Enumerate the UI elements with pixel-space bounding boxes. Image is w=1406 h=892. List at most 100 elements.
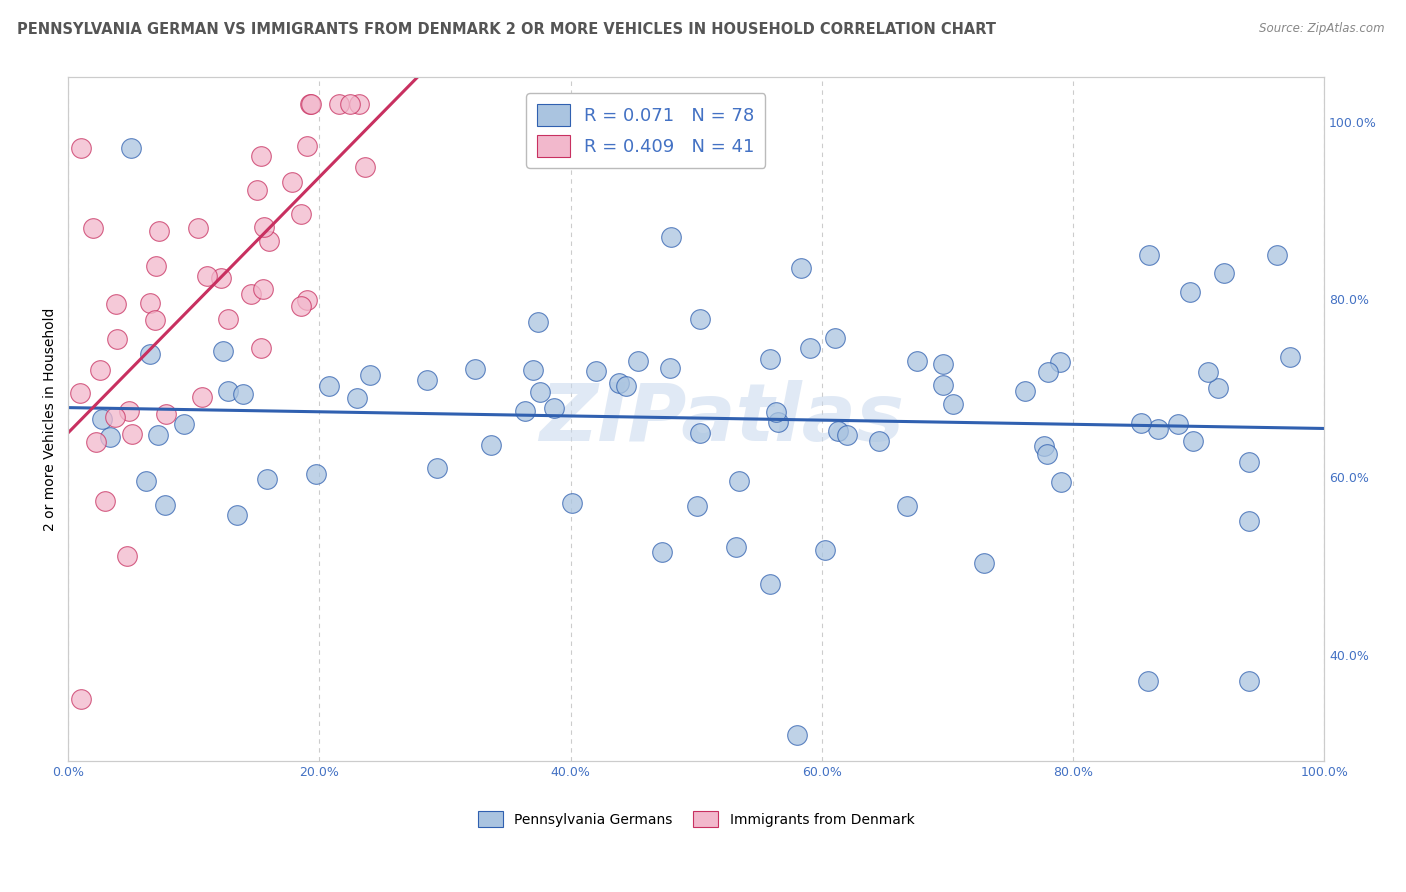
Point — [585, 364, 607, 378]
Text: Source: ZipAtlas.com: Source: ZipAtlas.com — [1260, 22, 1385, 36]
Point — [211, 344, 233, 359]
Point — [689, 312, 711, 326]
Point — [173, 417, 195, 432]
Text: ZIPatlas: ZIPatlas — [538, 380, 904, 458]
Point — [529, 385, 551, 400]
Point — [931, 378, 953, 392]
Point — [607, 376, 630, 391]
Point — [651, 545, 673, 559]
Point — [290, 207, 312, 221]
Legend: Pennsylvania Germans, Immigrants from Denmark: Pennsylvania Germans, Immigrants from De… — [472, 805, 920, 832]
Point — [226, 508, 249, 522]
Point — [135, 474, 157, 488]
Point — [786, 728, 808, 742]
Point — [616, 379, 638, 393]
Point — [209, 270, 232, 285]
Point — [104, 409, 127, 424]
Point — [527, 315, 550, 329]
Point — [98, 430, 121, 444]
Point — [1198, 366, 1220, 380]
Point — [295, 138, 318, 153]
Point — [1035, 447, 1057, 461]
Point — [686, 500, 709, 514]
Point — [138, 296, 160, 310]
Point — [299, 97, 322, 112]
Point — [318, 379, 340, 393]
Point — [297, 293, 319, 308]
Point — [1049, 475, 1071, 489]
Point — [145, 259, 167, 273]
Point — [82, 221, 104, 235]
Point — [90, 412, 112, 426]
Point — [759, 352, 782, 367]
Point — [765, 405, 787, 419]
Point — [304, 467, 326, 481]
Y-axis label: 2 or more Vehicles in Household: 2 or more Vehicles in Household — [44, 308, 58, 531]
Point — [415, 373, 437, 387]
Point — [115, 549, 138, 563]
Text: PENNSYLVANIA GERMAN VS IMMIGRANTS FROM DENMARK 2 OR MORE VEHICLES IN HOUSEHOLD C: PENNSYLVANIA GERMAN VS IMMIGRANTS FROM D… — [17, 22, 995, 37]
Point — [464, 361, 486, 376]
Point — [790, 261, 813, 276]
Point — [298, 97, 321, 112]
Point — [249, 341, 271, 355]
Point — [217, 384, 239, 399]
Point — [281, 175, 304, 189]
Point — [1049, 355, 1071, 369]
Point — [257, 234, 280, 248]
Point — [69, 386, 91, 401]
Point — [1014, 384, 1036, 398]
Point — [120, 141, 142, 155]
Point — [627, 353, 650, 368]
Point — [121, 427, 143, 442]
Point — [94, 494, 117, 508]
Point — [543, 401, 565, 416]
Point — [1237, 455, 1260, 469]
Point — [1239, 514, 1261, 528]
Point — [155, 498, 177, 512]
Point — [69, 692, 91, 706]
Point — [561, 496, 583, 510]
Point — [217, 312, 239, 326]
Point — [759, 576, 782, 591]
Point — [328, 97, 350, 112]
Point — [1267, 248, 1289, 262]
Point — [148, 427, 170, 442]
Point — [1033, 439, 1056, 453]
Point — [768, 415, 790, 429]
Point — [1212, 266, 1234, 280]
Point — [339, 97, 361, 112]
Point — [1208, 380, 1230, 394]
Point — [197, 268, 219, 283]
Point — [1146, 422, 1168, 436]
Point — [118, 403, 141, 417]
Point — [658, 361, 681, 376]
Point — [84, 435, 107, 450]
Point — [69, 141, 91, 155]
Point — [190, 390, 212, 404]
Point — [253, 220, 276, 235]
Point — [139, 347, 162, 361]
Point — [513, 403, 536, 417]
Point — [1038, 365, 1060, 379]
Point — [187, 220, 209, 235]
Point — [728, 475, 751, 489]
Point — [353, 161, 375, 175]
Point — [824, 331, 846, 345]
Point — [814, 543, 837, 558]
Point — [827, 424, 849, 438]
Point — [155, 407, 177, 421]
Point — [252, 282, 274, 296]
Point — [1178, 285, 1201, 299]
Point — [104, 296, 127, 310]
Point — [1167, 417, 1189, 432]
Point — [240, 286, 263, 301]
Point — [1182, 434, 1205, 449]
Point — [1237, 674, 1260, 689]
Point — [973, 556, 995, 570]
Point — [346, 391, 368, 405]
Point — [246, 184, 269, 198]
Point — [250, 149, 273, 163]
Point — [1130, 417, 1153, 431]
Point — [148, 224, 170, 238]
